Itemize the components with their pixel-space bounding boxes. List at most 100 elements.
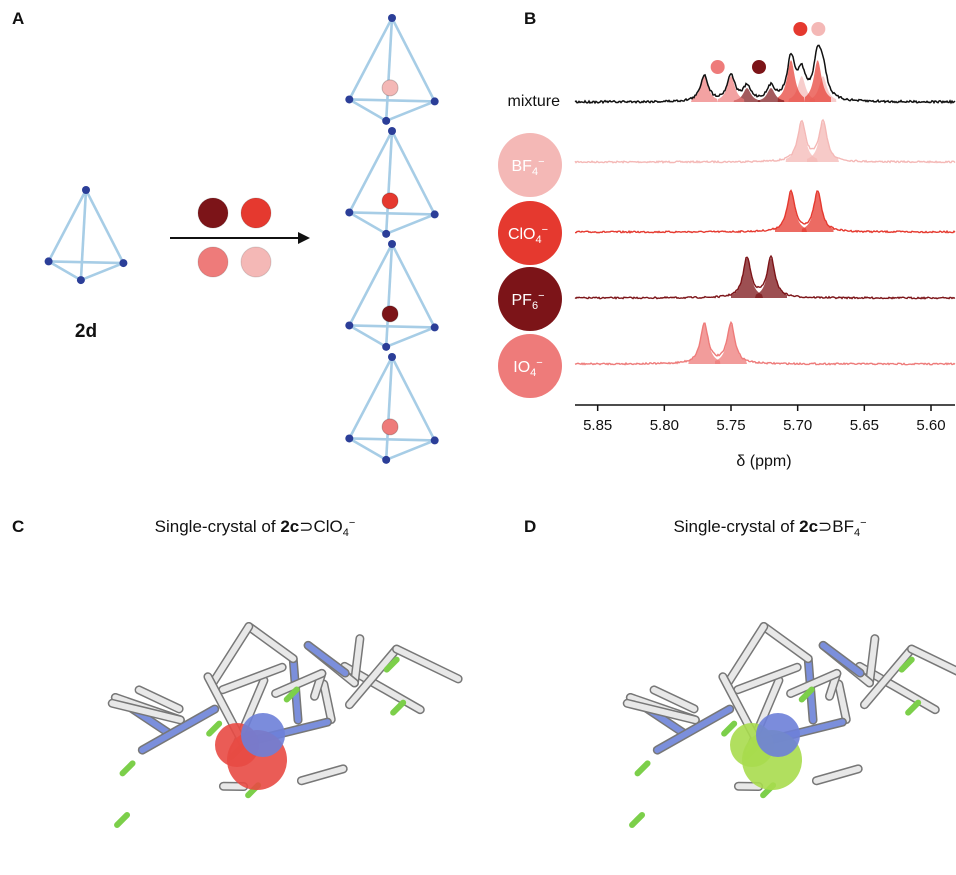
guest <box>382 80 398 96</box>
cage-edge <box>349 325 434 327</box>
anion-sup: − <box>538 156 544 168</box>
cage-vertex <box>382 456 390 464</box>
anion-base: IO <box>513 359 530 376</box>
cage-edge <box>349 212 386 233</box>
mixture-peak <box>718 76 745 102</box>
spectrum-trace <box>575 120 955 163</box>
cage-edge <box>386 327 435 346</box>
cage-edge <box>386 18 392 121</box>
peak-marker <box>793 22 807 36</box>
halogen <box>632 815 642 825</box>
anion-ball <box>198 198 228 228</box>
cage-edge <box>49 261 124 263</box>
guest <box>382 193 398 209</box>
x-tick-label: 5.75 <box>716 417 745 434</box>
peak-marker <box>811 22 825 36</box>
halogen <box>117 815 127 825</box>
arrow-head <box>298 232 310 244</box>
x-tick-label: 5.65 <box>850 417 879 434</box>
peak-marker <box>752 60 766 74</box>
x-tick-label: 5.60 <box>916 417 945 434</box>
anion-ball <box>198 247 228 277</box>
title-text: ⊃ClO <box>299 517 343 536</box>
cage-vertex <box>45 257 53 265</box>
cage-edge <box>386 440 435 459</box>
bond <box>738 667 797 689</box>
halogen <box>393 703 403 713</box>
cage-edge <box>349 325 386 346</box>
mixture-peak <box>691 76 718 102</box>
figure: A 2d B mixture δ (ppm) C Single-crystal … <box>0 0 956 875</box>
x-axis-label: δ (ppm) <box>736 453 791 470</box>
bond <box>823 645 860 673</box>
mixture-peak <box>804 60 831 102</box>
cage-edge <box>86 190 123 263</box>
cage-vertex <box>382 230 390 238</box>
cage-vertex <box>431 436 439 444</box>
cage-edge <box>349 99 434 101</box>
guest-atom <box>756 713 800 757</box>
cage-edge <box>349 438 386 459</box>
cage-vertex <box>345 208 353 216</box>
cage-vertex <box>345 434 353 442</box>
anion-sup: − <box>536 357 542 369</box>
anion-ball <box>241 247 271 277</box>
cage-edge <box>386 101 435 120</box>
cage-edge <box>349 212 434 214</box>
cage-edge <box>81 190 86 280</box>
cage-vertex <box>82 186 90 194</box>
mixture-label: mixture <box>508 93 561 110</box>
cage-edge <box>386 131 392 234</box>
bond <box>249 626 293 658</box>
spectrum-trace <box>575 191 955 233</box>
panel-title: Single-crystal of 2c⊃ClO4− <box>155 517 356 539</box>
bond <box>223 667 282 689</box>
cage-vertex <box>431 97 439 105</box>
title-sup: − <box>860 517 866 529</box>
cage-edge <box>386 357 392 460</box>
halogen <box>724 724 734 734</box>
panel-label: B <box>524 9 536 28</box>
halogen <box>209 724 219 734</box>
anion-sup: − <box>538 290 544 302</box>
cage-edge <box>386 244 392 347</box>
bond <box>764 626 808 658</box>
panel-label: C <box>12 517 24 536</box>
cage-vertex <box>345 321 353 329</box>
bond <box>728 626 764 683</box>
peak-marker <box>711 60 725 74</box>
guest-atom <box>241 713 285 757</box>
cage-vertex <box>431 323 439 331</box>
title-text: Single-crystal of <box>673 517 799 536</box>
cage-edge <box>81 263 124 280</box>
bond <box>213 626 249 683</box>
bond <box>839 684 846 719</box>
halogen <box>908 703 918 713</box>
x-tick-label: 5.80 <box>650 417 679 434</box>
anion-base: BF <box>511 158 532 175</box>
cage-vertex <box>388 127 396 135</box>
compound-label: 2d <box>75 321 97 342</box>
panel-title: Single-crystal of 2c⊃BF4− <box>673 517 866 539</box>
cage-vertex <box>382 117 390 125</box>
bond <box>397 649 459 679</box>
cage-vertex <box>382 343 390 351</box>
anion-ball <box>241 198 271 228</box>
anion-sup: − <box>542 224 548 236</box>
cage-edge <box>349 438 434 440</box>
title-bold: 2c <box>280 517 299 536</box>
x-tick-label: 5.85 <box>583 417 612 434</box>
halogen <box>123 763 133 773</box>
anion-base: ClO <box>508 226 536 243</box>
guest <box>382 419 398 435</box>
halogen <box>638 763 648 773</box>
spectrum-trace <box>575 322 955 364</box>
panel-label: A <box>12 9 24 28</box>
x-tick-label: 5.70 <box>783 417 812 434</box>
cage-edge <box>49 261 81 280</box>
title-text: Single-crystal of <box>155 517 281 536</box>
cage-edge <box>349 99 386 120</box>
anion-base: PF <box>511 292 532 309</box>
cage-edge <box>386 214 435 233</box>
mixture-trace <box>575 45 955 103</box>
